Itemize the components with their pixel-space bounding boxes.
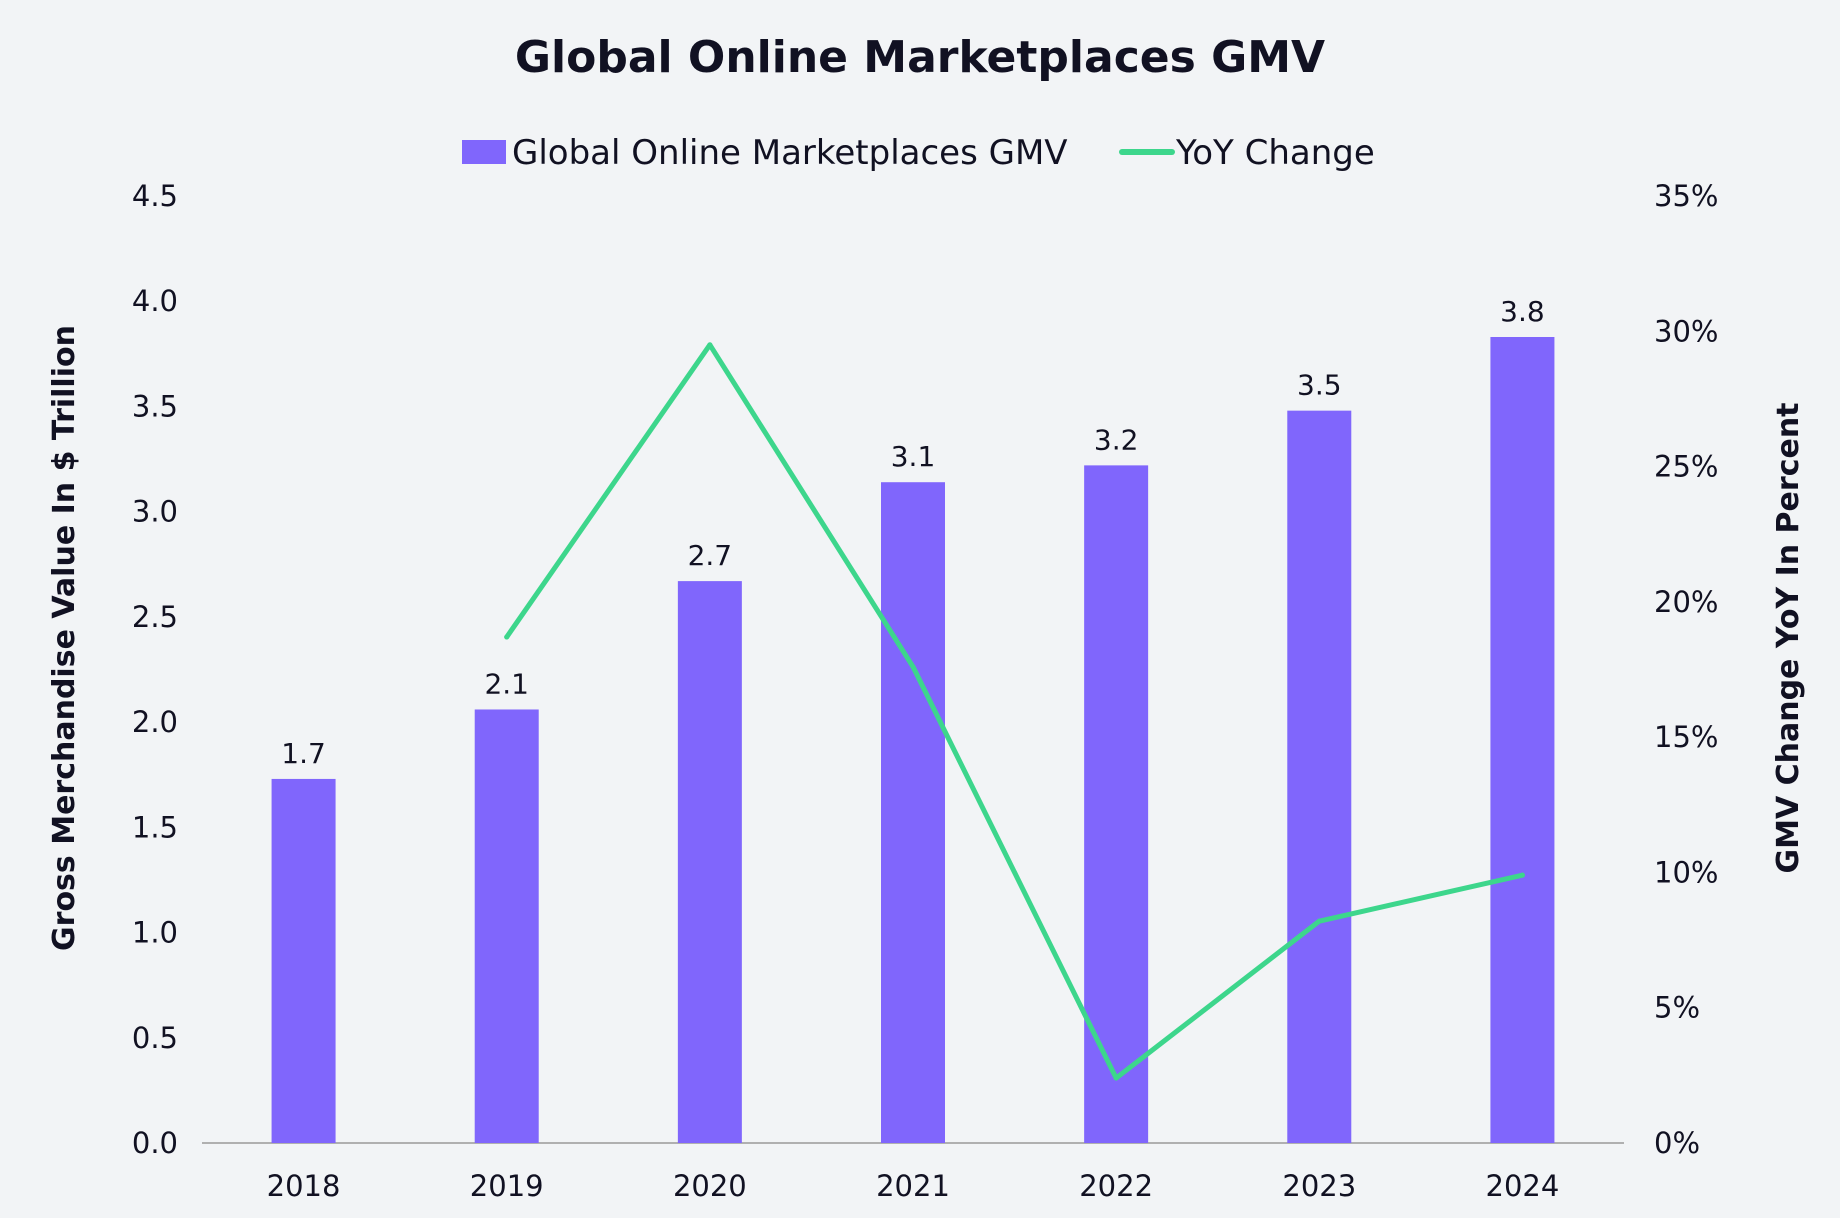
y2-tick-label: 15% bbox=[1654, 720, 1718, 754]
yoy-change-point bbox=[504, 634, 510, 640]
y2-axis-ticks: 0% 5% 10% 15% 20% 25% 30% 35% bbox=[1654, 179, 1718, 1160]
bar-value-label: 2.7 bbox=[688, 539, 733, 572]
x-axis-ticks: 2018 2019 2020 2021 2022 2023 2024 bbox=[267, 1169, 1560, 1203]
y-tick-label: 4.0 bbox=[132, 284, 178, 318]
y2-tick-label: 20% bbox=[1654, 585, 1718, 619]
bar-value-label: 3.2 bbox=[1094, 423, 1139, 456]
bar-value-label: 3.5 bbox=[1297, 369, 1342, 402]
legend-bar-label: Global Online Marketplaces GMV bbox=[512, 133, 1068, 173]
y-tick-label: 2.5 bbox=[132, 600, 178, 634]
x-tick-label: 2020 bbox=[673, 1169, 747, 1203]
y-tick-label: 0.5 bbox=[132, 1021, 178, 1055]
bar-value-label: 3.1 bbox=[891, 440, 936, 473]
legend-bar-swatch bbox=[462, 140, 506, 164]
y-tick-label: 3.0 bbox=[132, 495, 178, 529]
y-tick-label: 2.0 bbox=[132, 705, 178, 739]
bar-value-label: 1.7 bbox=[281, 737, 326, 770]
yoy-change-point bbox=[1113, 1075, 1119, 1081]
x-tick-label: 2022 bbox=[1079, 1169, 1153, 1203]
bar bbox=[1287, 410, 1352, 1143]
y2-tick-label: 10% bbox=[1654, 855, 1718, 889]
x-tick-label: 2023 bbox=[1282, 1169, 1356, 1203]
yoy-change-point bbox=[1519, 872, 1525, 878]
yoy-change-point bbox=[707, 342, 713, 348]
yoy-change-point bbox=[1316, 918, 1322, 924]
bar bbox=[881, 482, 945, 1143]
y2-tick-label: 0% bbox=[1654, 1126, 1700, 1160]
y2-tick-label: 30% bbox=[1654, 314, 1718, 348]
x-tick-label: 2024 bbox=[1486, 1169, 1560, 1203]
yoy-change-line bbox=[504, 342, 1525, 1081]
x-tick-label: 2019 bbox=[470, 1169, 544, 1203]
bar bbox=[1490, 336, 1555, 1143]
legend-line-label: YoY Change bbox=[1175, 133, 1375, 173]
x-tick-label: 2021 bbox=[876, 1169, 950, 1203]
y-tick-label: 0.0 bbox=[132, 1126, 178, 1160]
y2-axis-title: GMV Change YoY In Percent bbox=[1771, 402, 1806, 873]
y-axis-ticks: 0.0 0.5 1.0 1.5 2.0 2.5 3.0 3.5 4.0 4.5 bbox=[132, 179, 178, 1160]
y-tick-label: 1.5 bbox=[132, 810, 178, 844]
line-series bbox=[504, 342, 1525, 1081]
x-tick-label: 2018 bbox=[267, 1169, 341, 1203]
bar bbox=[474, 709, 539, 1143]
bar bbox=[271, 778, 336, 1143]
y2-tick-label: 35% bbox=[1654, 179, 1718, 213]
bar-value-label: 2.1 bbox=[484, 667, 529, 700]
chart-title: Global Online Marketplaces GMV bbox=[515, 32, 1325, 83]
bar-series bbox=[271, 336, 1555, 1143]
y2-tick-label: 25% bbox=[1654, 450, 1718, 484]
y-tick-label: 1.0 bbox=[132, 916, 178, 950]
y-tick-label: 3.5 bbox=[132, 389, 178, 423]
bar bbox=[677, 581, 742, 1143]
bar-value-label: 3.8 bbox=[1500, 295, 1545, 328]
bar-data-labels: 1.7 2.1 2.7 3.1 3.2 3.5 3.8 bbox=[281, 295, 1544, 770]
legend: Global Online Marketplaces GMV YoY Chang… bbox=[462, 133, 1375, 173]
y-axis-title: Gross Merchandise Value In $ Trillion bbox=[47, 325, 82, 951]
y2-tick-label: 5% bbox=[1654, 991, 1700, 1025]
y-tick-label: 4.5 bbox=[132, 179, 178, 213]
yoy-change-point bbox=[910, 664, 916, 670]
bar bbox=[1084, 465, 1149, 1143]
